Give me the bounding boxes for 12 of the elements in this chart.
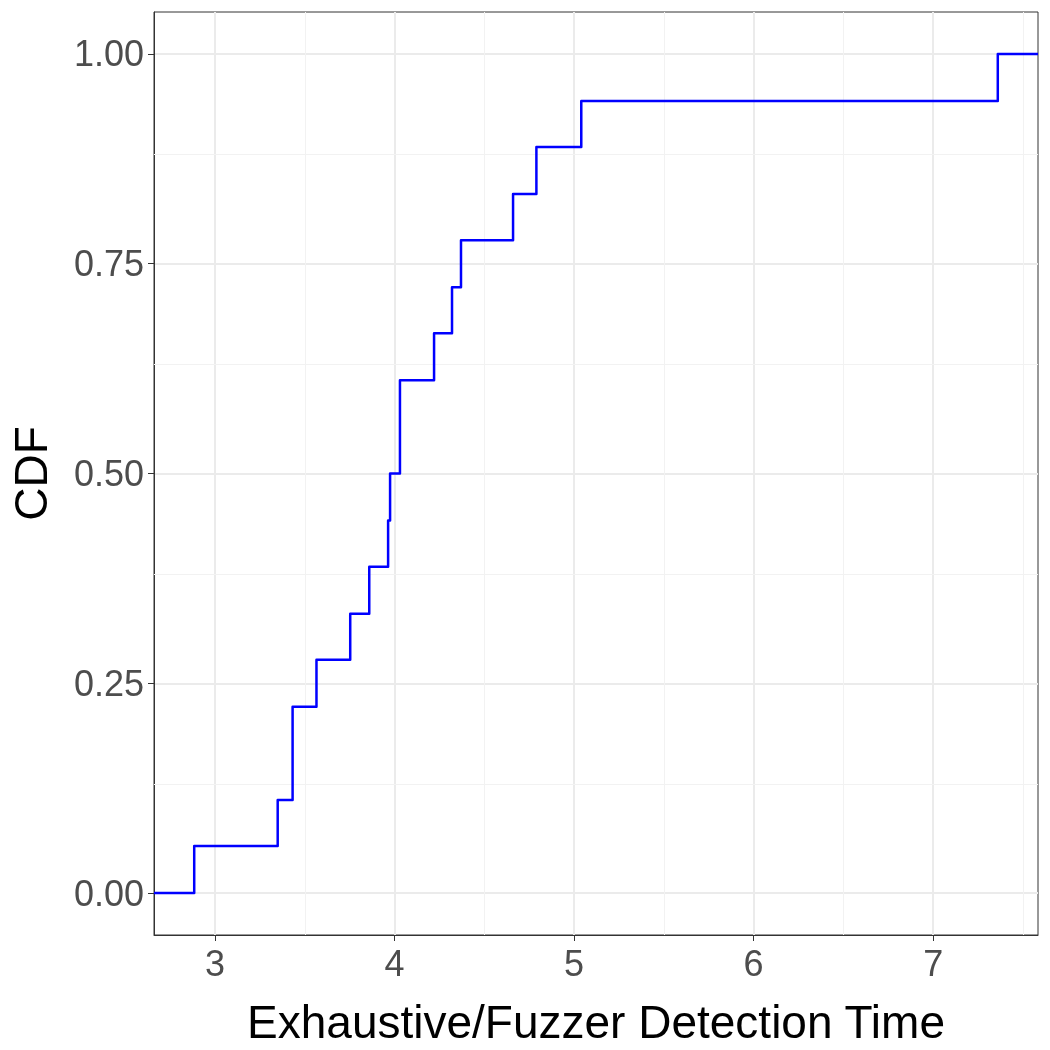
y-tick-label: 1.00	[73, 33, 144, 75]
x-tick-label: 5	[564, 942, 585, 984]
x-tick-label: 4	[384, 942, 405, 984]
x-tick-label: 7	[923, 942, 944, 984]
y-axis-title: CDF	[5, 426, 57, 521]
y-tick-label: 0.75	[73, 243, 144, 285]
y-tick-label: 0.25	[73, 662, 144, 704]
x-axis-title: Exhaustive/Fuzzer Detection Time	[247, 996, 945, 1048]
x-tick-label: 3	[205, 942, 226, 984]
y-tick-label: 0.00	[73, 872, 144, 914]
x-tick-label: 6	[743, 942, 764, 984]
y-tick-label: 0.50	[73, 453, 144, 494]
